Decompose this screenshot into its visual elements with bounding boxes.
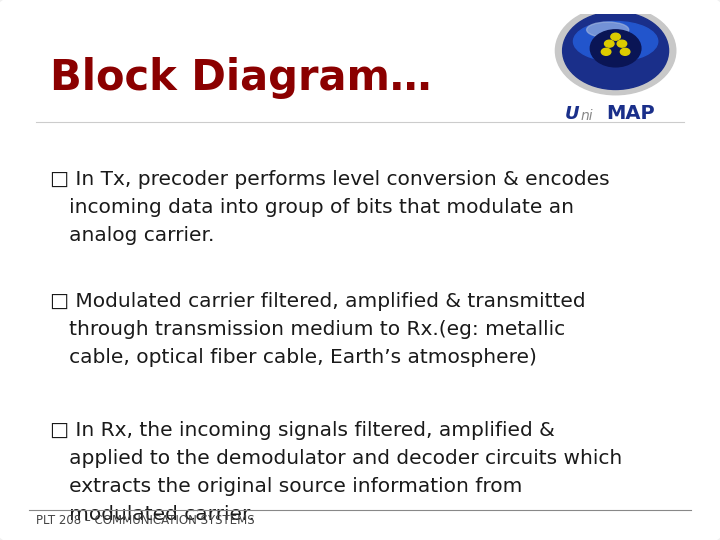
Text: modulated carrier.: modulated carrier.	[50, 505, 256, 524]
Text: analog carrier.: analog carrier.	[50, 226, 215, 245]
Text: Block Diagram…: Block Diagram…	[50, 57, 432, 99]
Text: extracts the original source information from: extracts the original source information…	[50, 477, 523, 496]
Text: ni: ni	[581, 109, 593, 123]
Text: PLT 208 – COMMUNICATION SYSTEMS: PLT 208 – COMMUNICATION SYSTEMS	[36, 514, 255, 527]
Circle shape	[601, 48, 611, 55]
Circle shape	[562, 12, 669, 90]
Circle shape	[605, 40, 614, 47]
Ellipse shape	[587, 22, 629, 37]
Text: U: U	[565, 105, 580, 123]
Text: □ Modulated carrier filtered, amplified & transmitted: □ Modulated carrier filtered, amplified …	[50, 292, 586, 310]
Circle shape	[590, 30, 641, 67]
Text: incoming data into group of bits that modulate an: incoming data into group of bits that mo…	[50, 198, 575, 217]
Circle shape	[617, 40, 626, 47]
Circle shape	[555, 6, 676, 95]
Text: through transmission medium to Rx.(eg: metallic: through transmission medium to Rx.(eg: m…	[50, 320, 565, 339]
Text: □ In Tx, precoder performs level conversion & encodes: □ In Tx, precoder performs level convers…	[50, 170, 610, 189]
Text: cable, optical fiber cable, Earth’s atmosphere): cable, optical fiber cable, Earth’s atmo…	[50, 348, 537, 367]
Circle shape	[621, 48, 630, 55]
Text: □ In Rx, the incoming signals filtered, amplified &: □ In Rx, the incoming signals filtered, …	[50, 421, 555, 440]
Circle shape	[611, 33, 621, 40]
Text: applied to the demodulator and decoder circuits which: applied to the demodulator and decoder c…	[50, 449, 623, 468]
Ellipse shape	[573, 22, 658, 61]
Text: MAP: MAP	[606, 104, 654, 123]
